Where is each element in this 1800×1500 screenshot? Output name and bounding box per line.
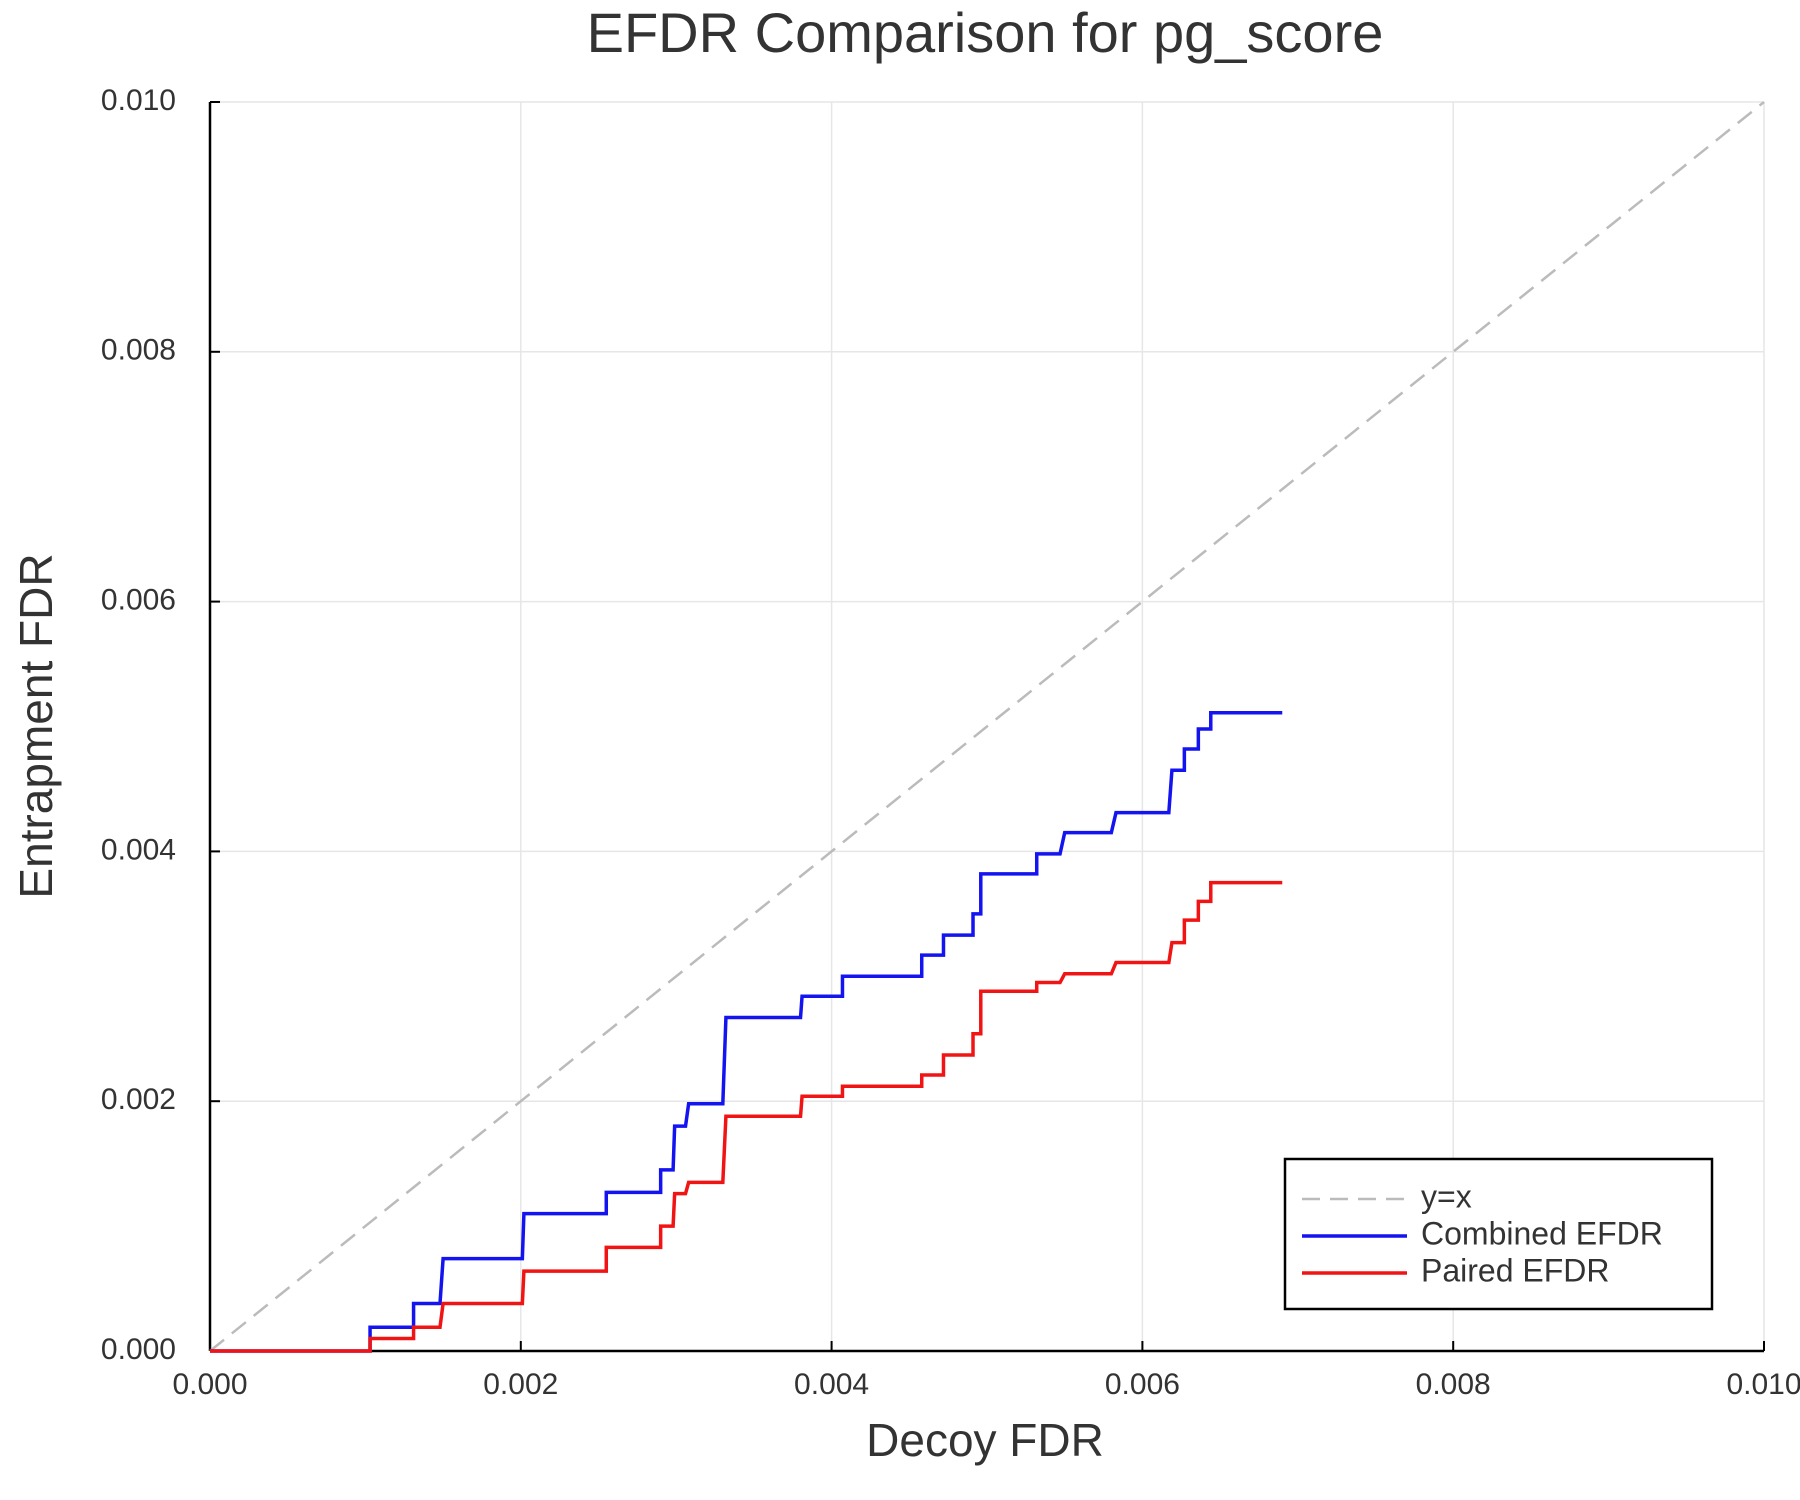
legend-box xyxy=(1283,1157,1714,1311)
legend-label: Combined EFDR xyxy=(1421,1215,1663,1251)
x-tick-label: 0.004 xyxy=(794,1368,869,1401)
y-axis-label: Entrapment FDR xyxy=(10,553,62,898)
x-tick-label: 0.002 xyxy=(483,1368,558,1401)
series-line xyxy=(209,101,1765,1352)
x-tick-label: 0.010 xyxy=(1726,1368,1800,1401)
y-tick-label: 0.006 xyxy=(101,584,176,617)
series-line xyxy=(210,880,1283,1353)
x-tick-label: 0.006 xyxy=(1105,1368,1180,1401)
y-tick-label: 0.004 xyxy=(101,833,176,866)
legend-label: y=x xyxy=(1421,1178,1472,1214)
x-axis-label: Decoy FDR xyxy=(866,1414,1104,1466)
legend-label: Paired EFDR xyxy=(1421,1252,1610,1288)
y-tick-label: 0.000 xyxy=(101,1333,176,1366)
x-tick-label: 0.008 xyxy=(1416,1368,1491,1401)
y-tick-label: 0.002 xyxy=(101,1083,176,1116)
series-line xyxy=(210,711,1283,1353)
chart-title: EFDR Comparison for pg_score xyxy=(587,1,1384,64)
y-tick-label: 0.010 xyxy=(101,84,176,117)
x-tick-label: 0.000 xyxy=(172,1368,247,1401)
y-tick-label: 0.008 xyxy=(101,334,176,367)
